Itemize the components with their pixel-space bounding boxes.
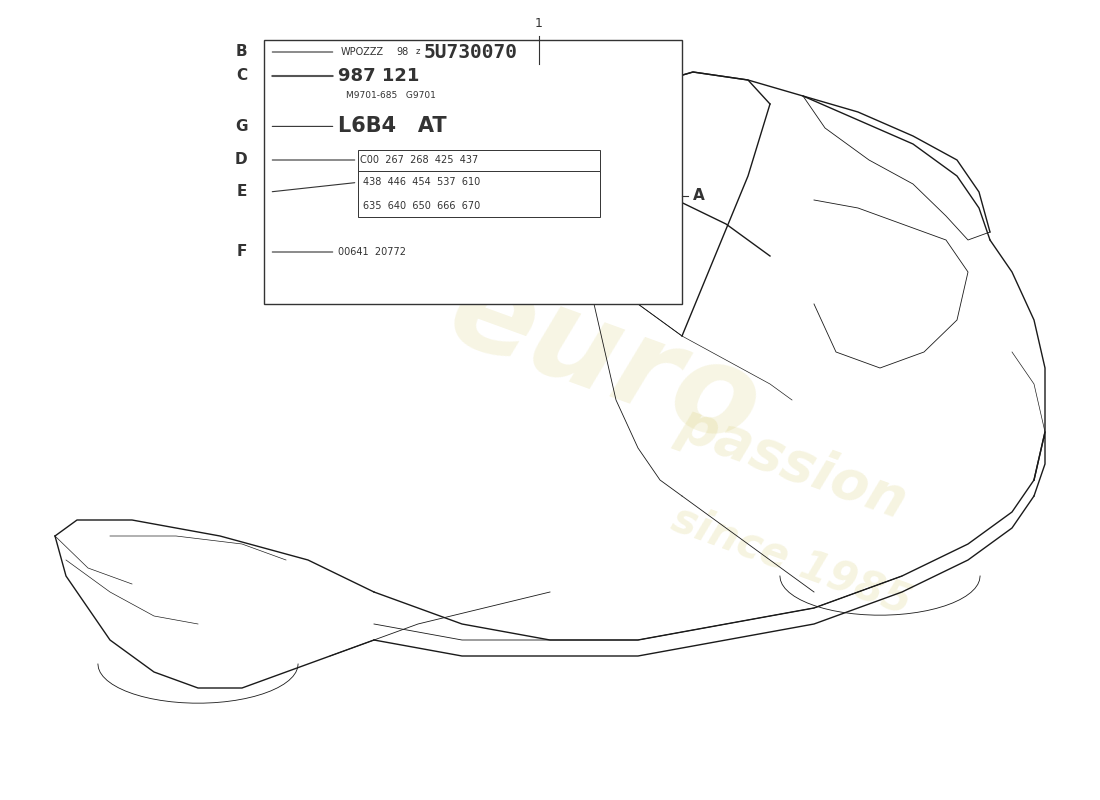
Text: euro: euro — [433, 248, 777, 472]
Text: 00641  20772: 00641 20772 — [338, 247, 406, 257]
Bar — [264, 40, 682, 304]
Text: 635  640  650  666  670: 635 640 650 666 670 — [363, 202, 481, 211]
Text: F: F — [238, 245, 248, 259]
Text: 987 121: 987 121 — [338, 67, 419, 85]
Bar — [358, 150, 600, 172]
Text: M9701-685   G9701: M9701-685 G9701 — [346, 91, 437, 101]
Bar — [358, 171, 600, 217]
Text: B: B — [235, 45, 248, 59]
Text: passion: passion — [670, 398, 914, 530]
Text: C00  267  268  425  437: C00 267 268 425 437 — [360, 155, 477, 165]
Text: 438  446  454  537  610: 438 446 454 537 610 — [363, 178, 481, 187]
Text: 5U730070: 5U730070 — [424, 42, 517, 62]
Text: E: E — [238, 185, 248, 199]
Text: WPOZZZ: WPOZZZ — [341, 47, 384, 57]
Text: D: D — [235, 153, 248, 167]
Text: since 1985: since 1985 — [667, 497, 917, 623]
Text: G: G — [235, 119, 248, 134]
Text: C: C — [236, 69, 248, 83]
Text: z: z — [416, 47, 420, 57]
Text: 98: 98 — [396, 46, 408, 57]
Text: L6B4   AT: L6B4 AT — [338, 116, 447, 136]
Text: 1: 1 — [535, 18, 543, 30]
Text: A: A — [693, 189, 705, 203]
